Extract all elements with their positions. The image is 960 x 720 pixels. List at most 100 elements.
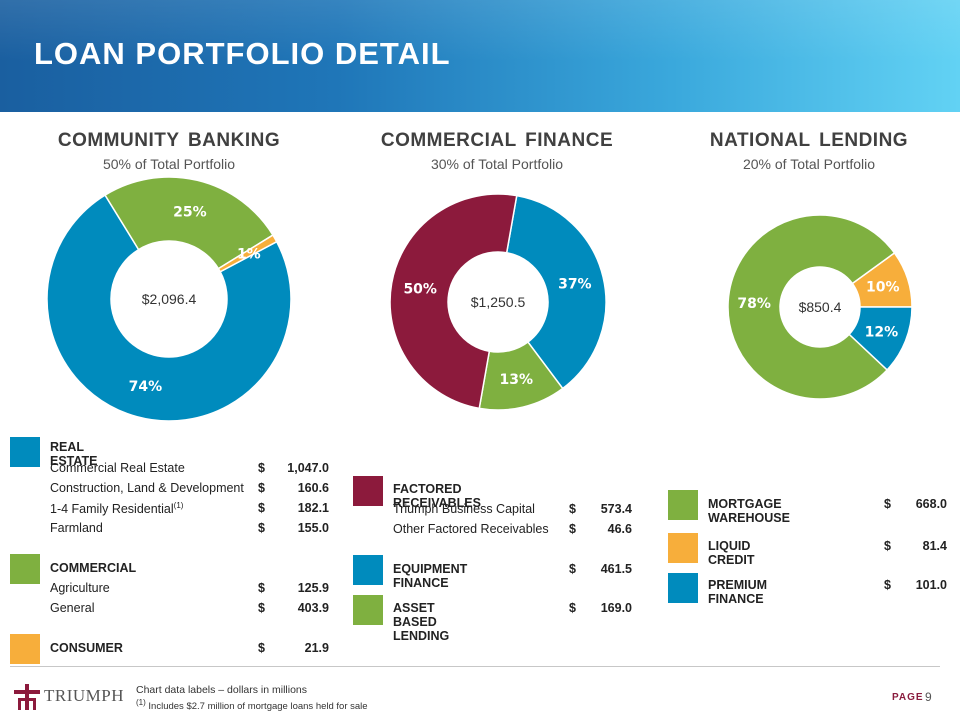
row-currency: $ (258, 481, 265, 495)
community-banking-donut: 74% 25% 1% $2,096.4 (46, 176, 292, 422)
legend-row: Farmland (50, 521, 103, 541)
banner-glare (0, 0, 960, 112)
asset-based-lending-swatch (353, 595, 383, 625)
donut-center-total: $1,250.5 (471, 294, 526, 310)
section-community-banking: COMMUNITY BANKING 50% of Total Portfolio (19, 130, 319, 172)
row-currency: $ (258, 501, 265, 515)
row-currency: $ (258, 521, 265, 535)
real-estate-swatch (10, 437, 40, 467)
row-amount: 668.0 (915, 497, 947, 511)
row-amount: 461.5 (600, 562, 632, 576)
row-amount: 155.0 (297, 521, 329, 535)
asset-based-lending-heading: ASSET BASED LENDING (393, 601, 450, 643)
slice-consumer (217, 234, 278, 273)
slice-label: 78% (737, 296, 771, 312)
slice-label: 1% (237, 246, 261, 262)
consumer-swatch (10, 634, 40, 664)
commercial-finance-donut: 37% 13% 50% $1,250.5 (389, 193, 607, 411)
national-lending-donut: 10% 12% 78% $850.4 (727, 214, 913, 400)
row-amount: 101.0 (915, 578, 947, 592)
slice-label: 12% (865, 324, 899, 340)
legend-row: Other Factored Receivables (393, 522, 549, 542)
section-title: COMMUNITY BANKING (57, 130, 281, 151)
slice-commercial (104, 176, 274, 270)
equipment-finance-swatch (353, 555, 383, 585)
slice-label: 37% (558, 277, 592, 293)
commercial-heading: COMMERCIAL (50, 561, 137, 575)
logo-wordmark: TRIUMPH (44, 686, 125, 705)
row-currency: $ (258, 601, 265, 615)
row-currency: $ (569, 502, 576, 516)
row-label: General (50, 601, 95, 615)
premium-finance-heading: PREMIUM FINANCE (708, 578, 768, 606)
footnote-text: Includes $2.7 million of mortgage loans … (145, 701, 368, 713)
slice-real-estate (46, 194, 292, 422)
row-amount: 169.0 (600, 601, 632, 615)
row-label: Construction, Land & Development (50, 481, 244, 495)
slice-mortgage-warehouse (727, 214, 896, 400)
commercial-swatch (10, 554, 40, 584)
row-amount: 21.9 (304, 641, 329, 655)
row-currency: $ (884, 578, 891, 592)
row-currency: $ (258, 581, 265, 595)
section-subtitle: 30% of Total Portfolio (430, 156, 564, 172)
equipment-finance-heading: EQUIPMENT FINANCE (393, 562, 468, 590)
slice-factored-receivables (389, 193, 518, 410)
liquid-credit-heading: LIQUID CREDIT (708, 539, 755, 567)
row-amount: 573.4 (600, 502, 632, 516)
row-amount: 403.9 (297, 601, 329, 615)
legend-row: Triumph Business Capital (393, 502, 535, 522)
slice-equipment-finance (505, 194, 607, 390)
row-label: Triumph Business Capital (393, 502, 535, 516)
header-banner: LOAN PORTFOLIO DETAIL (0, 0, 960, 112)
legend-row: 1-4 Family Residential(1) (50, 501, 183, 521)
real-estate-heading: REAL ESTATE (50, 440, 98, 468)
slice-label: 13% (500, 372, 534, 388)
row-label: Commercial Real Estate (50, 461, 185, 475)
row-currency: $ (258, 461, 265, 475)
row-amount: 46.6 (607, 522, 632, 536)
footer-divider (10, 666, 940, 667)
row-amount: 81.4 (922, 539, 947, 553)
section-title: NATIONAL LENDING (709, 130, 909, 151)
legend-row: Commercial Real Estate (50, 461, 185, 481)
page-title: LOAN PORTFOLIO DETAIL (34, 36, 451, 71)
page-number: 9 (925, 690, 932, 704)
footer-footnote: (1) Includes $2.7 million of mortgage lo… (136, 698, 368, 712)
row-amount: 182.1 (297, 501, 329, 515)
factored-receivables-heading: FACTORED RECEIVABLES (393, 482, 481, 510)
row-amount: 125.9 (297, 581, 329, 595)
row-amount: 1,047.0 (287, 461, 329, 475)
page-label: PAGE (892, 692, 924, 703)
row-amount: 160.6 (297, 481, 329, 495)
footer-note: Chart data labels – dollars in millions (136, 684, 307, 696)
slice-label: 50% (403, 281, 437, 297)
row-label: Agriculture (50, 581, 110, 595)
section-subtitle: 20% of Total Portfolio (742, 156, 876, 172)
slice-label: 74% (129, 379, 163, 395)
legend-row: Agriculture (50, 581, 110, 601)
mortgage-warehouse-swatch (668, 490, 698, 520)
donut-center-total: $850.4 (799, 299, 842, 315)
row-currency: $ (884, 539, 891, 553)
premium-finance-swatch (668, 573, 698, 603)
section-national-lending: NATIONAL LENDING 20% of Total Portfolio (659, 130, 959, 172)
footnote-marker: (1) (173, 501, 184, 510)
factored-receivables-swatch (353, 476, 383, 506)
row-label: 1-4 Family Residential (50, 502, 174, 517)
mortgage-warehouse-heading: MORTGAGE WAREHOUSE (708, 497, 790, 525)
row-currency: $ (569, 522, 576, 536)
section-title: COMMERCIAL FINANCE (380, 130, 614, 151)
row-currency: $ (569, 601, 576, 615)
slice-label: 25% (173, 204, 207, 220)
legend-row: General (50, 601, 94, 621)
donut-center-total: $2,096.4 (142, 291, 197, 307)
row-currency: $ (258, 641, 265, 655)
consumer-heading: CONSUMER (50, 641, 123, 655)
row-currency: $ (884, 497, 891, 511)
legend-row: Construction, Land & Development (50, 481, 244, 501)
liquid-credit-swatch (668, 533, 698, 563)
section-commercial-finance: COMMERCIAL FINANCE 30% of Total Portfoli… (347, 130, 647, 172)
row-currency: $ (569, 562, 576, 576)
triumph-logo-icon (14, 684, 40, 710)
